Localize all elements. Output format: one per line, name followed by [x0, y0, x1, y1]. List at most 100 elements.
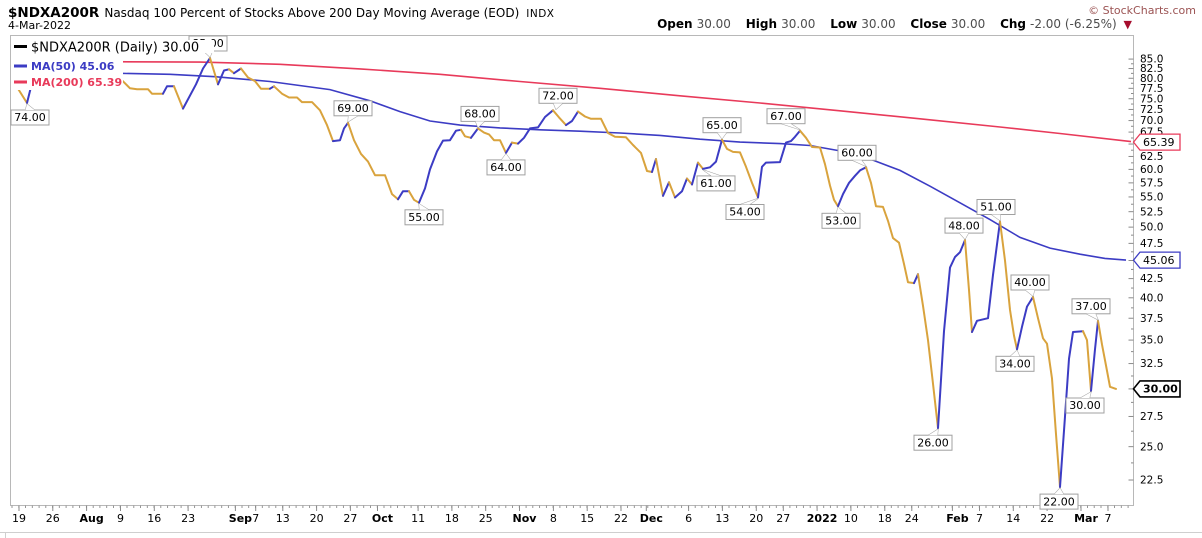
- svg-text:34.00: 34.00: [999, 358, 1031, 371]
- x-axis-tick-label: 24: [905, 512, 919, 525]
- svg-text:65.00: 65.00: [706, 119, 738, 132]
- legend-item: MA(50) 45.06: [11, 58, 123, 74]
- svg-text:48.00: 48.00: [948, 219, 980, 232]
- svg-text:68.00: 68.00: [464, 108, 496, 121]
- y-axis-tick-label: 55.0: [1140, 192, 1163, 204]
- copyright-label: © StockCharts.com: [1088, 4, 1196, 17]
- x-axis: 19 26 Aug 9 16 23 Sep 7 13 20 27 Oct 11 18 25 Nov 8 15 22 D…: [11, 505, 1129, 525]
- legend-label: MA(200) 65.39: [31, 76, 122, 89]
- svg-text:51.00: 51.00: [980, 201, 1012, 214]
- legend-label: $NDXA200R (Daily) 30.00: [31, 41, 199, 56]
- y-axis-tick-label: 80.0: [1140, 73, 1163, 85]
- y-axis-tick-label: 35.0: [1140, 335, 1163, 347]
- chart-title-row: $NDXA200R Nasdaq 100 Percent of Stocks Ab…: [8, 2, 555, 21]
- x-axis-tick-label: Mar: [1074, 512, 1098, 525]
- y-axis-tick-label: 40.0: [1140, 292, 1163, 304]
- x-axis-tick-label: 20: [310, 512, 324, 525]
- data-callout: 34.00: [995, 349, 1035, 372]
- ma200-line: [112, 60, 1132, 143]
- y-axis-tick-label: 62.5: [1140, 151, 1163, 163]
- x-axis-tick-label: Feb: [946, 512, 969, 525]
- data-callout: 60.00: [837, 144, 877, 168]
- axis-value-tag: 65.39: [1132, 133, 1181, 151]
- data-callouts: 74.0085.0069.0055.0068.0064.0072.0061.00…: [10, 35, 1111, 510]
- x-axis-tick-label: 16: [147, 512, 161, 525]
- y-axis-tick-label: 27.5: [1140, 411, 1163, 423]
- y-axis-tick-label: 25.0: [1140, 441, 1163, 453]
- y-axis-tick-label: 50.0: [1140, 222, 1163, 234]
- axis-value-tag: 30.00: [1132, 380, 1181, 398]
- x-axis-tick-label: 27: [776, 512, 790, 525]
- high-label: High: [745, 17, 778, 31]
- data-callout: 40.00: [1010, 274, 1050, 297]
- x-axis-tick-label: 6: [685, 512, 692, 525]
- change-label: Chg: [1000, 17, 1027, 31]
- legend-item: MA(200) 65.39: [11, 74, 123, 90]
- x-axis-tick-label: 22: [614, 512, 628, 525]
- change-value: -2.00 (-6.25%): [1030, 17, 1117, 31]
- x-axis-tick-label: 7: [976, 512, 983, 525]
- y-axis-tick-label: 47.5: [1140, 238, 1163, 250]
- x-axis-tick-label: 11: [411, 512, 425, 525]
- close-value: 30.00: [950, 17, 986, 31]
- x-axis-tick-label: Dec: [640, 512, 663, 525]
- svg-text:60.00: 60.00: [841, 147, 873, 160]
- x-axis-tick-label: Aug: [79, 512, 103, 525]
- data-callout: 54.00: [725, 198, 765, 220]
- x-axis-tick-label: 8: [550, 512, 557, 525]
- x-axis-tick-label: 19: [12, 512, 26, 525]
- data-callout: 51.00: [976, 199, 1016, 222]
- high-value: 30.00: [781, 17, 816, 31]
- svg-text:69.00: 69.00: [337, 102, 369, 115]
- x-axis-tick-label: 18: [445, 512, 459, 525]
- data-callout: 22.00: [1039, 487, 1079, 510]
- data-callout: 53.00: [821, 206, 861, 229]
- data-callout: 67.00: [766, 108, 806, 131]
- svg-text:64.00: 64.00: [490, 161, 522, 174]
- x-axis-tick-label: 13: [715, 512, 729, 525]
- y-axis-tick-label: 52.5: [1140, 206, 1163, 218]
- svg-text:22.00: 22.00: [1043, 495, 1075, 508]
- legend-label: MA(50) 45.06: [31, 60, 115, 73]
- svg-text:65.39: 65.39: [1143, 136, 1175, 149]
- data-callout: 74.00: [10, 103, 50, 126]
- svg-text:30.00: 30.00: [1143, 383, 1178, 396]
- x-axis-tick-label: 18: [878, 512, 892, 525]
- svg-text:37.00: 37.00: [1075, 300, 1107, 313]
- x-axis-tick-label: 14: [1006, 512, 1020, 525]
- svg-text:61.00: 61.00: [700, 177, 732, 190]
- x-axis-tick-label: 7: [252, 512, 259, 525]
- svg-text:45.06: 45.06: [1143, 254, 1175, 267]
- y-axis-tick-label: 77.5: [1140, 83, 1163, 95]
- svg-text:40.00: 40.00: [1014, 276, 1046, 289]
- data-callout: 69.00: [333, 100, 373, 123]
- svg-text:54.00: 54.00: [729, 206, 761, 219]
- chart-title: Nasdaq 100 Percent of Stocks Above 200 D…: [104, 6, 520, 20]
- svg-text:53.00: 53.00: [825, 215, 857, 228]
- exchange-label: INDX: [526, 8, 555, 20]
- y-axis-tick-label: 70.0: [1140, 115, 1163, 127]
- data-callout: 65.00: [702, 117, 742, 140]
- svg-text:30.00: 30.00: [1069, 399, 1101, 412]
- x-axis-tick-label: Oct: [372, 512, 393, 525]
- close-label: Close: [910, 17, 947, 31]
- data-callout: 30.00: [1065, 390, 1105, 414]
- x-axis-tick-label: Nov: [513, 512, 538, 525]
- y-axis-tick-label: 22.5: [1140, 475, 1163, 487]
- y-axis-tick-label: 42.5: [1140, 273, 1163, 285]
- y-axis-tick-label: 85.0: [1140, 54, 1163, 66]
- data-callout: 26.00: [913, 428, 953, 451]
- change-down-arrow-icon[interactable]: ▼: [1123, 18, 1132, 31]
- x-axis-tick-label: Sep: [229, 512, 252, 525]
- svg-text:74.00: 74.00: [14, 111, 46, 124]
- y-axis-tick-label: 82.5: [1140, 63, 1163, 75]
- axis-value-tags: 65.39 45.06 30.00: [1132, 133, 1181, 398]
- data-callout: 37.00: [1071, 298, 1111, 321]
- svg-text:72.00: 72.00: [542, 90, 574, 103]
- data-callout: 61.00: [696, 169, 736, 192]
- x-axis-tick-label: 15: [580, 512, 594, 525]
- low-label: Low: [830, 17, 858, 31]
- legend: $NDXA200R (Daily) 30.00 MA(50) 45.06 MA(20…: [11, 40, 214, 90]
